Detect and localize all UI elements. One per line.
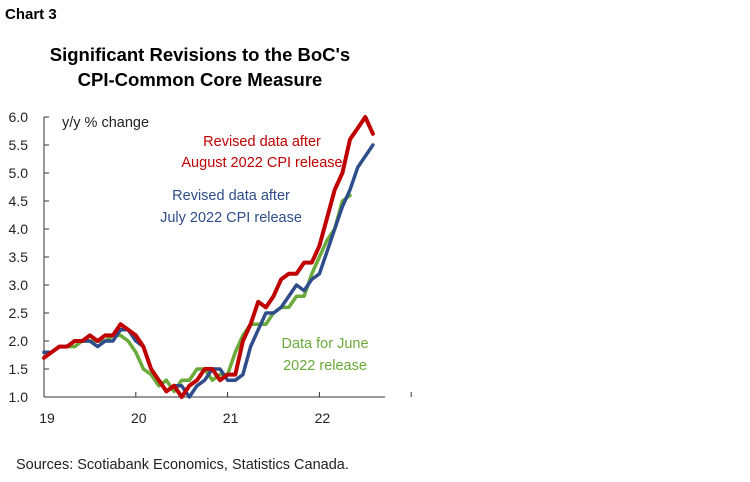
y-tick-label: 3.5 — [9, 249, 29, 265]
legend-july-line2: July 2022 CPI release — [160, 210, 302, 226]
y-tick-label: 1.5 — [9, 361, 29, 377]
y-axis-label: y/y % change — [62, 115, 149, 131]
series-line-july-revision — [42, 143, 375, 399]
x-tick-label: 22 — [315, 410, 331, 426]
series-line-aug-revision — [42, 115, 375, 399]
y-tick-label: 6.0 — [9, 109, 29, 125]
legend-june-line2: 2022 release — [283, 358, 367, 374]
legend-aug-line1: Revised data after — [203, 134, 321, 150]
chart-title-line1: Significant Revisions to the BoC's — [49, 44, 351, 65]
y-tick-label: 5.0 — [9, 165, 29, 181]
y-tick-label: 1.0 — [9, 389, 29, 405]
y-tick-label: 2.5 — [9, 305, 29, 321]
y-tick-label: 4.0 — [9, 221, 29, 237]
source-note: Sources: Scotiabank Economics, Statistic… — [16, 457, 349, 473]
y-tick-label: 4.5 — [9, 193, 29, 209]
y-tick-label: 2.0 — [9, 333, 29, 349]
y-tick-label: 3.0 — [9, 277, 29, 293]
chart-label: Chart 3 — [5, 6, 57, 23]
chart-axes: 1.0 1.5 2.0 2.5 3.0 3.5 4.0 4.5 5.0 5.5 6.0 19 20 21 2… — [9, 109, 412, 426]
legend-june-line1: Data for June — [281, 336, 368, 352]
x-tick-label: 21 — [223, 410, 239, 426]
chart-title-line2: CPI-Common Core Measure — [77, 69, 323, 90]
legend-aug-line2: August 2022 CPI release — [181, 155, 342, 171]
chart-series-lines — [42, 115, 375, 399]
y-tick-label: 5.5 — [9, 137, 29, 153]
x-tick-label: 19 — [39, 410, 55, 426]
x-tick-label: 20 — [131, 410, 147, 426]
chart-title: Significant Revisions to the BoC's CPI-C… — [0, 42, 400, 92]
legend-july-line1: Revised data after — [172, 188, 290, 204]
